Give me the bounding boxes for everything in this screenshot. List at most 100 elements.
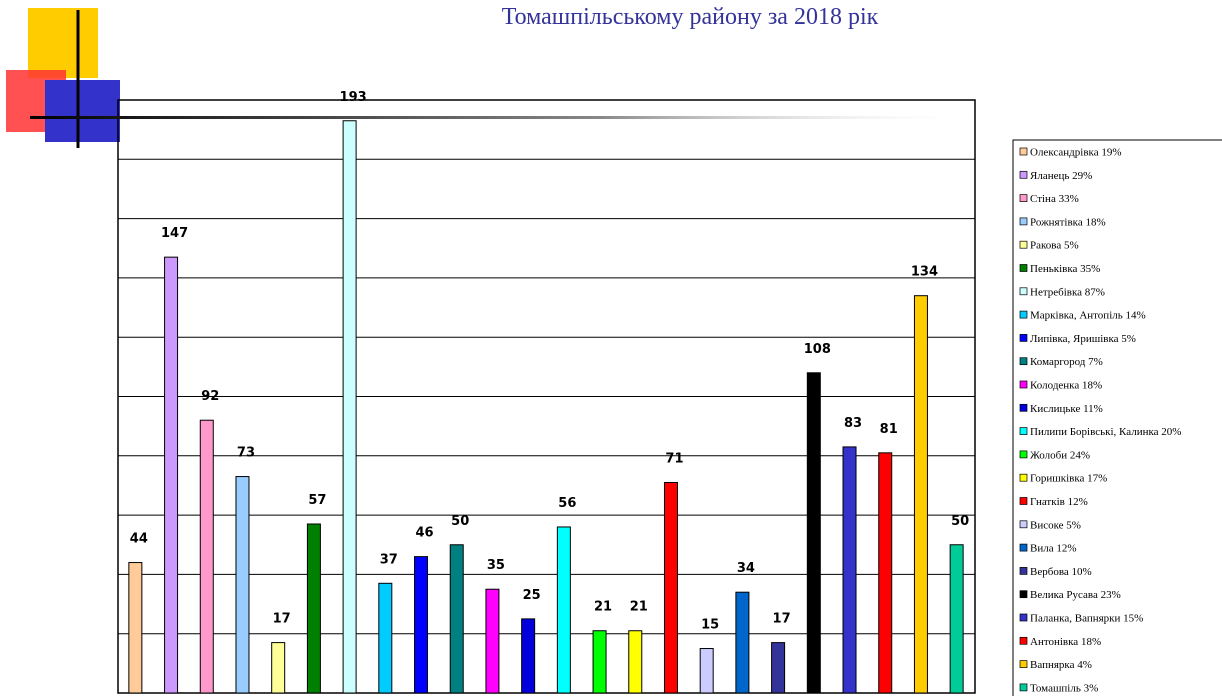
legend-label: Горишківка 17% xyxy=(1030,473,1107,485)
legend-label: Вапнярка 4% xyxy=(1030,659,1092,671)
bar xyxy=(913,295,928,694)
legend-swatch xyxy=(1019,497,1028,505)
value-label: 147 xyxy=(161,226,188,241)
decor xyxy=(30,116,980,119)
value-label: 17 xyxy=(773,612,791,627)
legend-swatch xyxy=(1019,194,1028,202)
bar xyxy=(271,642,286,694)
bar xyxy=(592,630,607,694)
legend-swatch xyxy=(1019,403,1028,412)
legend-swatch xyxy=(1019,543,1028,552)
chart-title: Томашпільському району за 2018 рік xyxy=(502,4,879,30)
value-label: 21 xyxy=(594,600,612,615)
legend-swatch xyxy=(1019,590,1028,599)
legend-label: Стіна 33% xyxy=(1030,193,1079,205)
legend-label: Нетребівка 87% xyxy=(1030,286,1105,298)
legend-swatch xyxy=(1019,334,1028,342)
value-label: 134 xyxy=(911,265,938,280)
bar xyxy=(735,591,750,694)
legend-swatch xyxy=(1019,380,1028,389)
bar xyxy=(449,544,464,694)
legend-label: Пеньківка 35% xyxy=(1030,263,1100,275)
bar xyxy=(521,618,536,694)
value-label: 57 xyxy=(308,493,326,508)
legend-label: Антонівка 18% xyxy=(1030,636,1101,648)
legend xyxy=(1012,139,1222,696)
decor xyxy=(45,80,120,142)
legend-swatch xyxy=(1019,170,1028,179)
legend-label: Олександрівка 19% xyxy=(1030,147,1122,159)
bar xyxy=(842,446,857,694)
bar xyxy=(628,630,643,694)
legend-swatch xyxy=(1019,636,1028,645)
bar xyxy=(414,556,429,694)
bar xyxy=(699,648,714,694)
bar xyxy=(128,562,143,694)
value-label: 35 xyxy=(487,558,505,573)
legend-swatch xyxy=(1019,613,1028,622)
legend-label: Ракова 5% xyxy=(1030,240,1079,252)
bar xyxy=(556,526,571,694)
decor xyxy=(28,8,98,78)
bar xyxy=(199,419,214,694)
legend-label: Вербова 10% xyxy=(1030,566,1092,578)
legend-label: Марківка, Антопіль 14% xyxy=(1030,310,1146,322)
legend-label: Кислицьке 11% xyxy=(1030,403,1103,415)
bar xyxy=(164,256,179,694)
legend-swatch xyxy=(1019,147,1028,156)
legend-swatch xyxy=(1019,427,1028,435)
bar xyxy=(378,582,393,694)
legend-swatch xyxy=(1019,264,1028,272)
value-label: 17 xyxy=(273,612,291,627)
bar xyxy=(235,476,250,694)
value-label: 71 xyxy=(665,451,683,466)
bar xyxy=(663,481,678,694)
legend-swatch xyxy=(1019,240,1028,249)
legend-label: Рожнятівка 18% xyxy=(1030,216,1106,228)
value-label: 73 xyxy=(237,446,255,461)
legend-label: Комаргород 7% xyxy=(1030,356,1103,368)
legend-label: Гнатків 12% xyxy=(1030,496,1088,508)
value-label: 92 xyxy=(201,389,219,404)
legend-swatch xyxy=(1019,567,1028,575)
bar xyxy=(342,120,357,694)
bar xyxy=(306,523,321,694)
legend-swatch xyxy=(1019,520,1028,529)
bar xyxy=(485,588,500,694)
value-label: 56 xyxy=(558,496,576,511)
legend-label: Вила 12% xyxy=(1030,543,1077,555)
legend-swatch xyxy=(1019,217,1028,226)
legend-swatch xyxy=(1019,357,1028,366)
value-label: 83 xyxy=(844,416,862,431)
value-label: 50 xyxy=(951,514,969,529)
legend-label: Велика Русава 23% xyxy=(1030,589,1121,601)
legend-label: Томашпіль 3% xyxy=(1030,682,1098,694)
bar xyxy=(771,642,786,694)
legend-swatch xyxy=(1019,310,1028,319)
bar xyxy=(878,452,893,694)
bar xyxy=(806,372,821,694)
legend-label: Яланець 29% xyxy=(1030,170,1092,182)
value-label: 44 xyxy=(130,532,148,547)
value-label: 81 xyxy=(880,422,898,437)
legend-swatch xyxy=(1019,450,1028,459)
legend-swatch xyxy=(1019,683,1028,692)
legend-swatch xyxy=(1019,473,1028,482)
legend-label: Високе 5% xyxy=(1030,519,1081,531)
legend-label: Жолоби 24% xyxy=(1030,449,1090,461)
value-label: 50 xyxy=(451,514,469,529)
legend-label: Липівка, Яришівка 5% xyxy=(1030,333,1136,345)
legend-label: Колоденка 18% xyxy=(1030,380,1102,392)
bar xyxy=(949,544,964,694)
legend-label: Паланка, Вапнярки 15% xyxy=(1030,613,1143,625)
legend-swatch xyxy=(1019,287,1028,296)
legend-swatch xyxy=(1019,660,1028,668)
value-label: 34 xyxy=(737,561,755,576)
value-label: 193 xyxy=(340,90,367,105)
value-label: 46 xyxy=(415,526,433,541)
legend-label: Пилипи Борівські, Калинка 20% xyxy=(1030,426,1181,438)
value-label: 37 xyxy=(380,552,398,567)
value-label: 25 xyxy=(523,588,541,603)
value-label: 108 xyxy=(804,342,831,357)
